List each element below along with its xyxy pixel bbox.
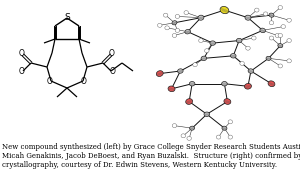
Ellipse shape	[168, 86, 175, 92]
Ellipse shape	[210, 41, 215, 45]
Ellipse shape	[230, 54, 236, 58]
Ellipse shape	[287, 59, 291, 63]
Ellipse shape	[246, 46, 250, 50]
Ellipse shape	[222, 82, 227, 86]
Ellipse shape	[172, 33, 177, 37]
Ellipse shape	[193, 63, 197, 67]
Ellipse shape	[175, 28, 180, 32]
Text: O: O	[109, 49, 115, 58]
Ellipse shape	[224, 99, 231, 104]
Text: O: O	[47, 77, 53, 86]
Ellipse shape	[187, 136, 191, 140]
Ellipse shape	[198, 15, 204, 20]
Ellipse shape	[244, 83, 251, 89]
Text: O: O	[19, 49, 25, 58]
Ellipse shape	[201, 56, 207, 61]
Ellipse shape	[245, 15, 251, 20]
Ellipse shape	[236, 38, 242, 43]
Ellipse shape	[252, 36, 256, 40]
Ellipse shape	[260, 28, 266, 33]
Ellipse shape	[178, 69, 183, 73]
Ellipse shape	[240, 61, 244, 65]
Ellipse shape	[181, 134, 185, 138]
Ellipse shape	[220, 6, 229, 14]
Ellipse shape	[228, 120, 232, 124]
Ellipse shape	[269, 13, 274, 17]
Ellipse shape	[278, 64, 283, 68]
Ellipse shape	[222, 126, 227, 130]
Ellipse shape	[204, 112, 210, 116]
Text: New compound synthesized (left) by Grace College Snyder Research Students Austin: New compound synthesized (left) by Grace…	[2, 143, 300, 169]
Ellipse shape	[278, 44, 283, 48]
Ellipse shape	[158, 23, 162, 27]
Ellipse shape	[248, 69, 254, 73]
Ellipse shape	[254, 8, 259, 12]
Ellipse shape	[268, 81, 275, 87]
Ellipse shape	[287, 18, 291, 22]
Text: O: O	[19, 67, 25, 77]
Ellipse shape	[165, 26, 169, 30]
Ellipse shape	[164, 13, 168, 17]
Ellipse shape	[269, 21, 274, 25]
Ellipse shape	[281, 25, 286, 29]
Ellipse shape	[275, 33, 280, 37]
Ellipse shape	[185, 30, 191, 34]
Text: O: O	[110, 67, 116, 76]
Ellipse shape	[190, 126, 195, 130]
Ellipse shape	[278, 5, 283, 10]
Ellipse shape	[184, 11, 188, 15]
Ellipse shape	[189, 82, 195, 86]
Ellipse shape	[278, 33, 283, 37]
Ellipse shape	[266, 56, 271, 60]
Text: S: S	[64, 14, 70, 23]
Ellipse shape	[216, 135, 221, 139]
Ellipse shape	[269, 36, 274, 40]
Ellipse shape	[205, 49, 209, 53]
Ellipse shape	[287, 39, 291, 42]
Ellipse shape	[263, 12, 268, 16]
Ellipse shape	[175, 14, 180, 18]
Ellipse shape	[156, 71, 163, 77]
Ellipse shape	[228, 135, 232, 139]
Ellipse shape	[172, 21, 177, 25]
Ellipse shape	[172, 124, 177, 128]
Text: O: O	[81, 77, 87, 86]
Ellipse shape	[199, 39, 203, 42]
Ellipse shape	[186, 99, 193, 104]
